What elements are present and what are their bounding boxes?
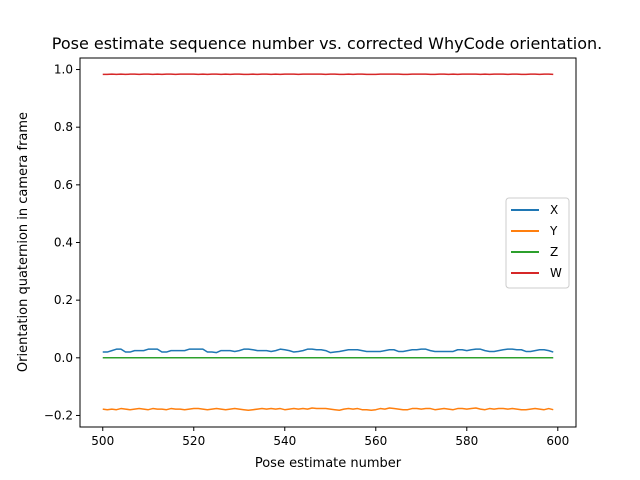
y-tick-label: 0.2 [54, 293, 73, 307]
y-tick-label: 1.0 [54, 63, 73, 77]
x-tick-label: 580 [455, 434, 478, 448]
x-tick-label: 560 [364, 434, 387, 448]
y-tick-label: 0.4 [54, 236, 73, 250]
x-tick-label: 600 [546, 434, 569, 448]
x-axis-label: Pose estimate number [255, 456, 402, 471]
y-tick-label: 0.6 [54, 178, 73, 192]
legend-label-x: X [550, 203, 558, 217]
y-tick-label: 0.8 [54, 120, 73, 134]
legend-label-w: W [550, 266, 562, 280]
y-axis: −0.2 0.0 0.2 0.4 0.6 0.8 1.0 [44, 63, 80, 422]
legend-label-z: Z [550, 245, 558, 259]
x-tick-label: 520 [182, 434, 205, 448]
x-tick-label: 500 [91, 434, 114, 448]
y-axis-label: Orientation quaternion in camera frame [16, 112, 31, 372]
y-tick-label: −0.2 [44, 408, 73, 422]
x-tick-label: 540 [273, 434, 296, 448]
plot-lines [102, 73, 554, 412]
series-line-y [102, 407, 554, 412]
plot-frame [79, 57, 577, 428]
legend-box [505, 197, 570, 289]
chart-title: Pose estimate sequence number vs. correc… [52, 34, 603, 53]
y-tick-label: 0.0 [54, 351, 73, 365]
x-axis: 500 520 540 560 580 600 [91, 427, 569, 448]
series-line-x [102, 348, 554, 354]
legend-label-y: Y [549, 224, 558, 238]
